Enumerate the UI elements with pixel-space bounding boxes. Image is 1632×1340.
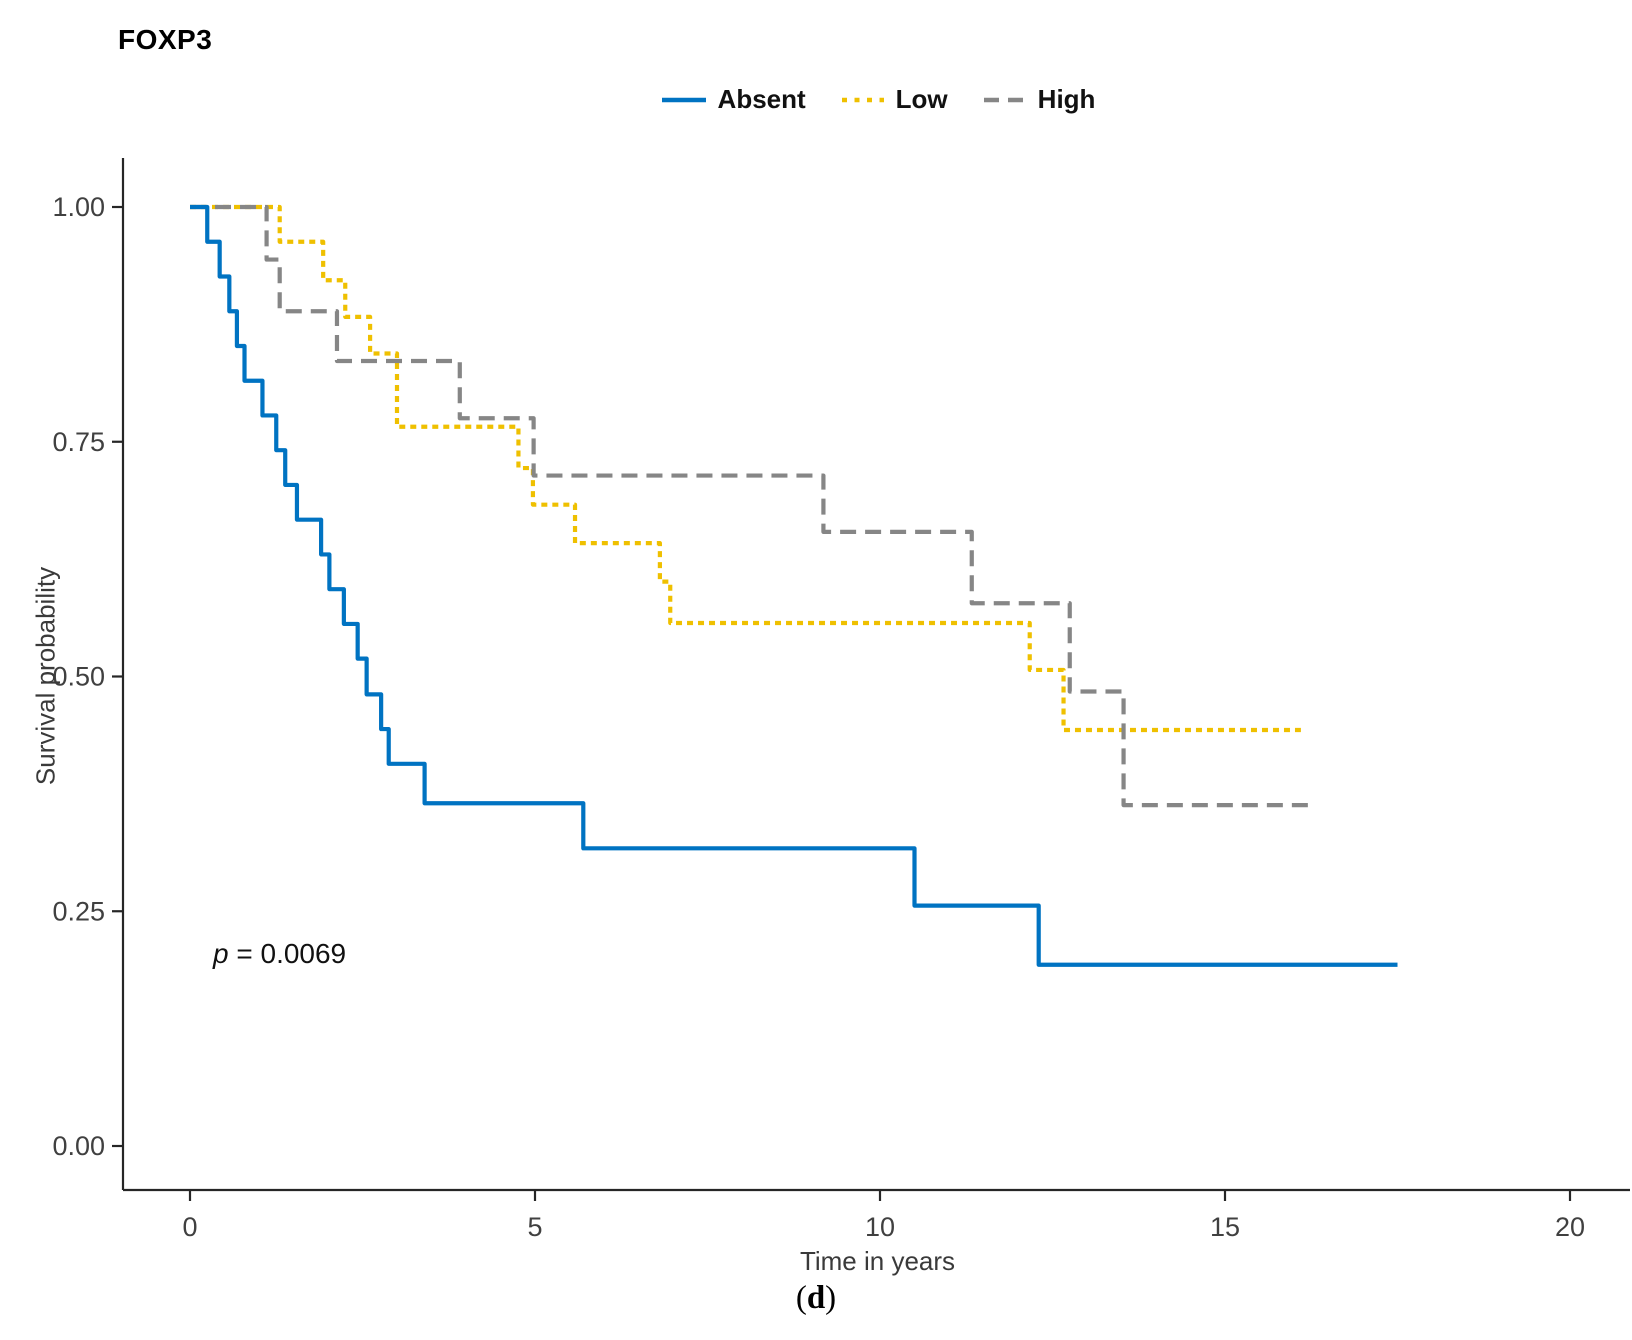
panel-letter: d (806, 1280, 826, 1316)
chart-title: FOXP3 (118, 24, 213, 55)
series-curve-high (190, 204, 1315, 808)
y-axis-title: Survival probability (30, 566, 61, 786)
y-tick-label: 0.00 (52, 1131, 105, 1161)
x-tick-label: 20 (1555, 1212, 1585, 1242)
p-value-text: = 0.0069 (236, 938, 347, 969)
legend-item-high: High (982, 84, 1096, 115)
x-tick-label: 15 (1210, 1212, 1240, 1242)
x-axis-title: Time in years (799, 1246, 956, 1276)
x-tick-label: 5 (527, 1212, 542, 1242)
legend-label-absent: Absent (717, 84, 806, 114)
legend-item-low: Low (840, 84, 948, 115)
legend-label-low: Low (895, 84, 948, 114)
series-curve-low (190, 204, 1301, 733)
legend: Absent Low High (123, 84, 1632, 115)
legend-item-absent: Absent (660, 84, 806, 115)
y-tick-label: 0.25 (52, 896, 105, 926)
p-value-label: p = 0.0069 (213, 938, 346, 970)
y-tick-label: 0.75 (52, 427, 105, 457)
legend-swatch-high-line (983, 97, 1026, 102)
y-tick-label: 0.50 (52, 662, 105, 692)
series-curve-absent (190, 204, 1398, 967)
p-value-symbol: p (213, 938, 229, 969)
legend-label-high: High (1037, 84, 1096, 114)
x-tick-label: 0 (182, 1212, 197, 1242)
x-tick-label: 10 (865, 1212, 895, 1242)
y-tick-label: 1.00 (52, 192, 105, 222)
axis-lines (121, 158, 1630, 1192)
legend-swatch-absent-line (661, 97, 706, 102)
panel-caption: (d) (795, 1280, 837, 1316)
